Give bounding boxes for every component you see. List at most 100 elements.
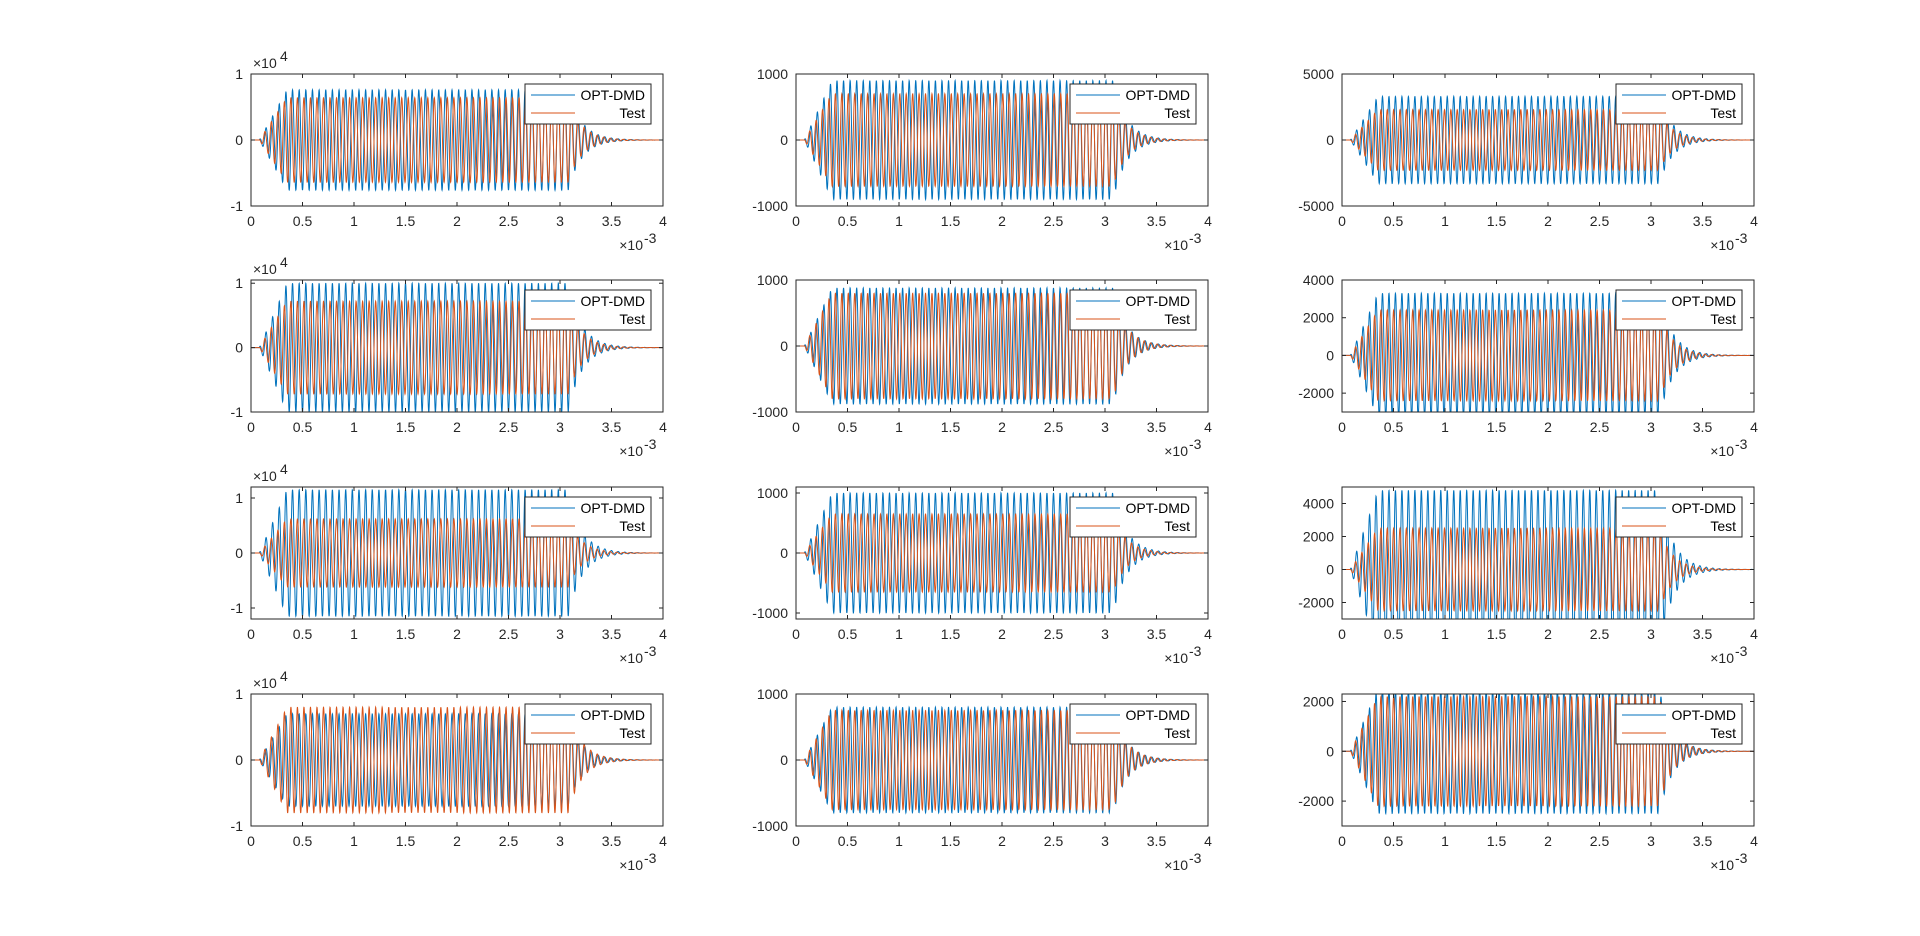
- series-line-opt-dmd: [1342, 94, 1754, 186]
- x-tick-label: 3: [556, 626, 564, 642]
- legend-label: OPT-DMD: [1671, 293, 1736, 309]
- x-tick-label: 1: [895, 626, 903, 642]
- x-exponent-power: -3: [1189, 230, 1202, 246]
- x-exponent-label: ×10: [619, 857, 643, 873]
- y-exponent-label: ×10: [253, 675, 277, 691]
- series-group: [251, 87, 663, 193]
- subplot-panels: 0 0.5 1 1.5 2 2.5 3 3.5 4×10 -310-1×10 4OPT-DMDTes…: [231, 48, 1759, 873]
- legend-label: OPT-DMD: [1671, 707, 1736, 723]
- legend-label: Test: [1164, 518, 1190, 534]
- y-tick-label: 0: [1326, 132, 1334, 148]
- y-tick-label: 0: [235, 132, 243, 148]
- series-group: [1342, 488, 1754, 619]
- legend-box: [1615, 703, 1743, 745]
- y-tick-label: 0: [780, 752, 788, 768]
- x-tick-label: 4: [659, 833, 667, 849]
- y-tick-label: 5000: [1303, 66, 1334, 82]
- legend-label: Test: [1164, 105, 1190, 121]
- y-tick-label: -2000: [1298, 595, 1334, 611]
- series-line-test: [796, 292, 1208, 401]
- legend: OPT-DMD Test: [1615, 703, 1743, 745]
- series-line-test: [1342, 526, 1754, 613]
- x-tick-label: 1.5: [941, 419, 961, 435]
- x-tick-label: 0: [247, 833, 255, 849]
- legend-box: [524, 289, 652, 331]
- x-tick-label: 4: [1204, 213, 1212, 229]
- x-tick-label: 3: [1647, 626, 1655, 642]
- x-tick-label: 1.5: [1487, 626, 1507, 642]
- x-tick-label: 2.5: [499, 419, 519, 435]
- x-tick-label: 0.5: [293, 833, 313, 849]
- subplot-r1-c3: 0 0.5 1 1.5 2 2.5 3 3.5 4×10 -350000-5000OPT-DMDT…: [1298, 66, 1758, 253]
- x-tick-label: 1.5: [941, 213, 961, 229]
- y-tick-label: -1: [231, 818, 244, 834]
- x-tick-label: 0: [1338, 833, 1346, 849]
- x-tick-label: 1: [350, 213, 358, 229]
- subplot-r4-c1: 0 0.5 1 1.5 2 2.5 3 3.5 4×10 -310-1×10 4OPT-DMDTes…: [231, 668, 668, 873]
- legend-label: OPT-DMD: [1125, 87, 1190, 103]
- x-exponent-power: -3: [1735, 850, 1748, 866]
- x-tick-label: 3.5: [1693, 626, 1713, 642]
- y-tick-label: 0: [235, 340, 243, 356]
- legend: OPT-DMD Test: [1615, 83, 1743, 125]
- legend-label: OPT-DMD: [1671, 87, 1736, 103]
- x-tick-label: 4: [1204, 419, 1212, 435]
- x-tick-label: 4: [1204, 626, 1212, 642]
- series-line-test: [251, 95, 663, 185]
- subplot-r4-c2: 0 0.5 1 1.5 2 2.5 3 3.5 4×10 -310000-1000OPT-DMDT…: [752, 686, 1212, 873]
- y-tick-label: -1000: [752, 818, 788, 834]
- legend: OPT-DMD Test: [524, 83, 652, 125]
- x-exponent-label: ×10: [1710, 443, 1734, 459]
- x-tick-label: 1.5: [941, 626, 961, 642]
- y-tick-label: 0: [1326, 347, 1334, 363]
- x-tick-label: 3: [1647, 833, 1655, 849]
- x-tick-label: 2.5: [1590, 626, 1610, 642]
- x-tick-label: 4: [1750, 213, 1758, 229]
- legend: OPT-DMD Test: [524, 496, 652, 538]
- x-tick-label: 3.5: [602, 626, 622, 642]
- legend: OPT-DMD Test: [1615, 289, 1743, 331]
- subplot-r3-c3: 0 0.5 1 1.5 2 2.5 3 3.5 4×10 -3400020000-2000OPT-…: [1298, 486, 1758, 666]
- legend: OPT-DMD Test: [1069, 289, 1197, 331]
- x-tick-label: 2.5: [1044, 213, 1064, 229]
- x-tick-label: 1.5: [1487, 833, 1507, 849]
- x-tick-label: 2: [1544, 833, 1552, 849]
- legend: OPT-DMD Test: [1069, 496, 1197, 538]
- x-tick-label: 2: [453, 626, 461, 642]
- series-group: [251, 281, 663, 412]
- x-exponent-label: ×10: [1164, 857, 1188, 873]
- x-exponent-power: -3: [1735, 230, 1748, 246]
- legend-label: OPT-DMD: [580, 707, 645, 723]
- x-tick-label: 2: [1544, 626, 1552, 642]
- legend-label: Test: [1164, 311, 1190, 327]
- series-group: [796, 286, 1208, 406]
- x-tick-label: 2: [453, 213, 461, 229]
- x-tick-label: 3: [556, 213, 564, 229]
- legend-label: Test: [1710, 725, 1736, 741]
- x-tick-label: 0.5: [1384, 626, 1404, 642]
- x-tick-label: 1.5: [396, 833, 416, 849]
- y-tick-label: -1000: [752, 404, 788, 420]
- y-tick-label: 0: [780, 338, 788, 354]
- x-tick-label: 4: [1750, 833, 1758, 849]
- y-tick-label: -1: [231, 404, 244, 420]
- series-line-test: [251, 705, 663, 815]
- legend-box: [1615, 83, 1743, 125]
- legend-label: OPT-DMD: [580, 500, 645, 516]
- y-tick-label: 1: [235, 686, 243, 702]
- x-tick-label: 3: [1101, 419, 1109, 435]
- legend: OPT-DMD Test: [1069, 703, 1197, 745]
- subplot-r1-c2: 0 0.5 1 1.5 2 2.5 3 3.5 4×10 -310000-1000OPT-DMDT…: [752, 66, 1212, 253]
- subplot-r3-c2: 0 0.5 1 1.5 2 2.5 3 3.5 4×10 -310000-1000OPT-DMDT…: [752, 485, 1212, 666]
- x-tick-label: 3.5: [1147, 213, 1167, 229]
- x-exponent-label: ×10: [1164, 237, 1188, 253]
- legend-box: [1615, 496, 1743, 538]
- x-tick-label: 0: [792, 419, 800, 435]
- x-exponent-power: -3: [1735, 436, 1748, 452]
- x-exponent-label: ×10: [1710, 857, 1734, 873]
- x-tick-label: 3: [1647, 419, 1655, 435]
- x-tick-label: 2.5: [499, 626, 519, 642]
- y-tick-label: 2000: [1303, 693, 1334, 709]
- x-tick-label: 1.5: [1487, 419, 1507, 435]
- legend-label: OPT-DMD: [1125, 500, 1190, 516]
